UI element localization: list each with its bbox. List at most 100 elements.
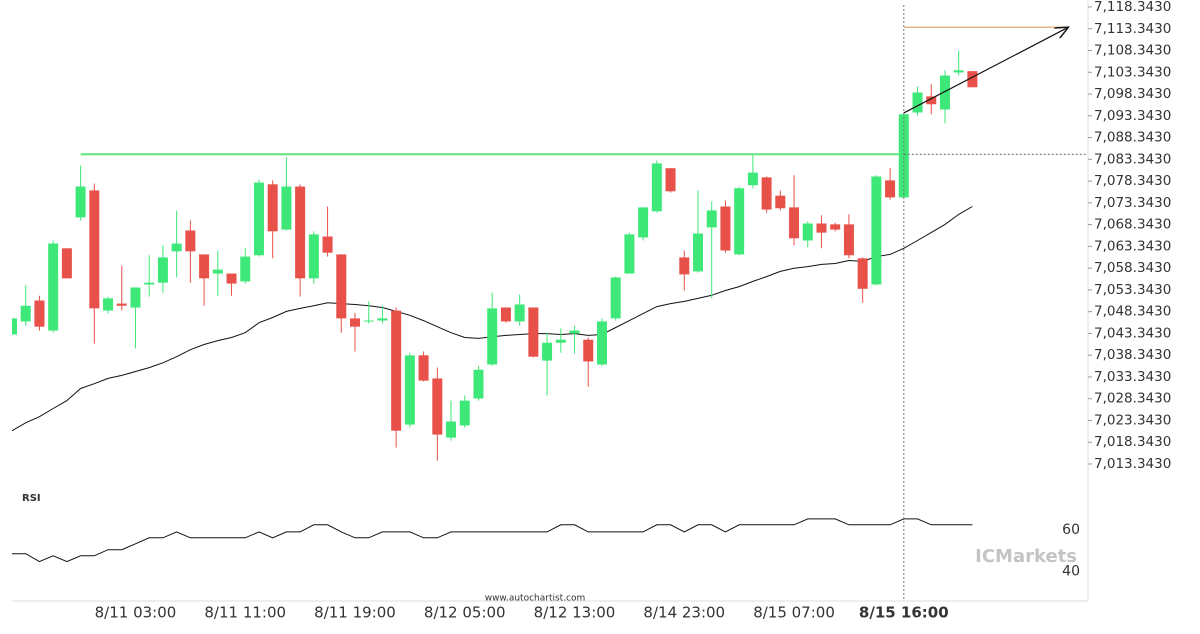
- candle-body: [377, 318, 388, 321]
- candle-body: [130, 287, 141, 308]
- candle-body: [939, 75, 950, 110]
- y-tick-label: 7,103.3430: [1094, 64, 1171, 80]
- y-tick-label: 7,108.3430: [1094, 43, 1171, 59]
- y-tick-label: 7,043.3430: [1094, 325, 1171, 341]
- y-tick-label: 7,033.3430: [1094, 369, 1171, 385]
- candle-body: [20, 305, 31, 322]
- candle-body: [103, 298, 114, 311]
- candle-body: [500, 307, 511, 322]
- candle-body: [953, 70, 964, 73]
- candle-body: [761, 177, 772, 210]
- x-tick-label: 8/11 11:00: [204, 604, 286, 622]
- x-tick-label: 8/12 13:00: [534, 604, 616, 622]
- y-tick-label: 7,023.3430: [1094, 412, 1171, 428]
- candle-body: [802, 223, 813, 241]
- candle-body: [199, 254, 210, 279]
- candle-body: [693, 233, 703, 272]
- y-tick-label: 7,053.3430: [1094, 282, 1171, 298]
- forecast-arrow: [903, 27, 1069, 114]
- candle-body: [48, 243, 59, 331]
- candle-body: [857, 258, 868, 289]
- candle-body: [747, 172, 758, 186]
- y-tick-label: 7,073.3430: [1094, 195, 1171, 211]
- candle-body: [528, 307, 539, 357]
- candle-body: [157, 257, 168, 283]
- candle-body: [885, 180, 896, 198]
- candle-body: [843, 224, 854, 256]
- y-tick-label: 7,068.3430: [1094, 217, 1171, 233]
- candle-body: [555, 339, 566, 343]
- candle-body: [830, 224, 841, 230]
- candle-body: [281, 186, 292, 230]
- candle-body: [734, 188, 745, 255]
- candle-body: [34, 300, 45, 327]
- candle-body: [967, 71, 978, 88]
- candle-body: [116, 303, 127, 306]
- x-tick-label: 8/15 16:00: [859, 604, 949, 622]
- candle-body: [816, 223, 827, 233]
- y-tick-label: 7,038.3430: [1094, 347, 1171, 363]
- candle-body: [226, 273, 237, 284]
- candle-body: [185, 230, 196, 252]
- candle-body: [212, 269, 223, 274]
- candle-body: [240, 256, 251, 282]
- candle-body: [706, 210, 717, 228]
- candle-body: [391, 310, 402, 431]
- x-tick-label: 8/14 23:00: [643, 604, 725, 622]
- candle-body: [569, 330, 580, 334]
- rsi-title: RSI: [22, 493, 41, 504]
- candle-body: [295, 186, 306, 279]
- candle-body: [898, 114, 909, 198]
- candle-body: [418, 355, 429, 381]
- y-tick-label: 7,118.3430: [1094, 0, 1171, 15]
- candle-body: [926, 96, 937, 105]
- y-tick-label: 7,083.3430: [1094, 151, 1171, 167]
- candle-body: [624, 234, 635, 274]
- site-watermark: www.autochartist.com: [485, 594, 586, 604]
- x-tick-label: 8/11 19:00: [314, 604, 396, 622]
- candle-body: [775, 195, 786, 209]
- candle-body: [514, 304, 525, 322]
- candle-body: [350, 318, 360, 327]
- candle-body: [12, 318, 17, 335]
- candle-body: [171, 243, 182, 252]
- candle-body: [404, 355, 415, 425]
- candle-body: [912, 92, 923, 113]
- candle-body: [432, 378, 443, 435]
- candle-body: [610, 277, 621, 319]
- y-tick-label: 7,013.3430: [1094, 456, 1171, 472]
- y-tick-label: 7,098.3430: [1094, 86, 1171, 102]
- candle-body: [596, 321, 607, 365]
- candle-body: [446, 421, 457, 438]
- rsi-line: [12, 518, 973, 563]
- y-tick-label: 7,048.3430: [1094, 304, 1171, 320]
- candle-body: [542, 342, 553, 361]
- candle-body: [61, 248, 72, 279]
- y-tick-label: 7,088.3430: [1094, 130, 1171, 146]
- y-tick-label: 7,113.3430: [1094, 21, 1171, 37]
- y-tick-label: 7,063.3430: [1094, 238, 1171, 254]
- x-tick-label: 8/12 05:00: [424, 604, 506, 622]
- candle-body: [459, 400, 470, 426]
- y-tick-label: 7,078.3430: [1094, 173, 1171, 189]
- candle-body: [720, 206, 731, 251]
- y-tick-label: 7,018.3430: [1094, 434, 1171, 450]
- x-tick-label: 8/15 07:00: [753, 604, 835, 622]
- candle-body: [473, 369, 484, 399]
- candle-body: [651, 163, 662, 212]
- candle-body: [336, 254, 347, 319]
- candle-body: [487, 308, 498, 365]
- y-tick-label: 7,058.3430: [1094, 260, 1171, 276]
- candle-body: [89, 190, 100, 309]
- y-tick-label: 7,028.3430: [1094, 391, 1171, 407]
- candle-body: [789, 207, 800, 239]
- candle-body: [322, 236, 333, 253]
- candle-body: [665, 168, 676, 192]
- rsi-tick-label: 40: [1062, 564, 1080, 580]
- candle-body: [267, 184, 278, 232]
- candle-body: [638, 207, 649, 238]
- candle-body: [75, 186, 86, 218]
- x-tick-label: 8/11 03:00: [95, 604, 177, 622]
